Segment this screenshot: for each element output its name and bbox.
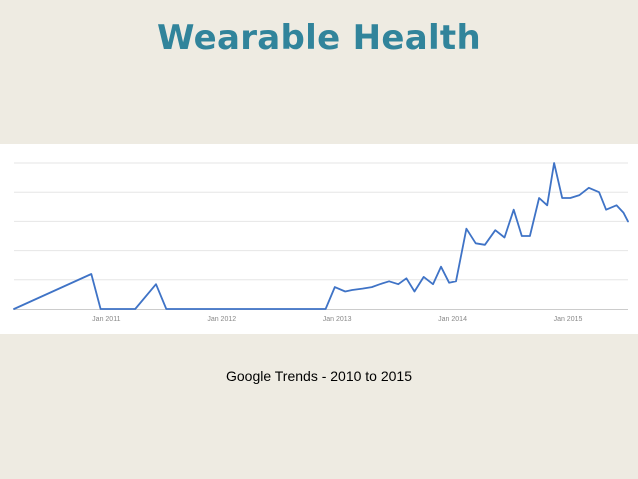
- trends-chart: Jan 2011 Jan 2012 Jan 2013 Jan 2014 Jan 2015: [0, 144, 638, 334]
- series-line: [13, 162, 629, 310]
- trends-chart-svg: Jan 2011 Jan 2012 Jan 2013 Jan 2014 Jan 2015: [13, 162, 629, 323]
- x-tick-label: Jan 2014: [438, 316, 467, 323]
- x-tick-label: Jan 2011: [92, 316, 120, 323]
- chart-caption: Google Trends - 2010 to 2015: [225, 368, 413, 384]
- slide-title: Wearable Health: [157, 18, 481, 58]
- x-tick-label: Jan 2012: [207, 316, 236, 323]
- x-tick-label: Jan 2015: [554, 316, 583, 323]
- x-tick-label: Jan 2013: [323, 316, 352, 323]
